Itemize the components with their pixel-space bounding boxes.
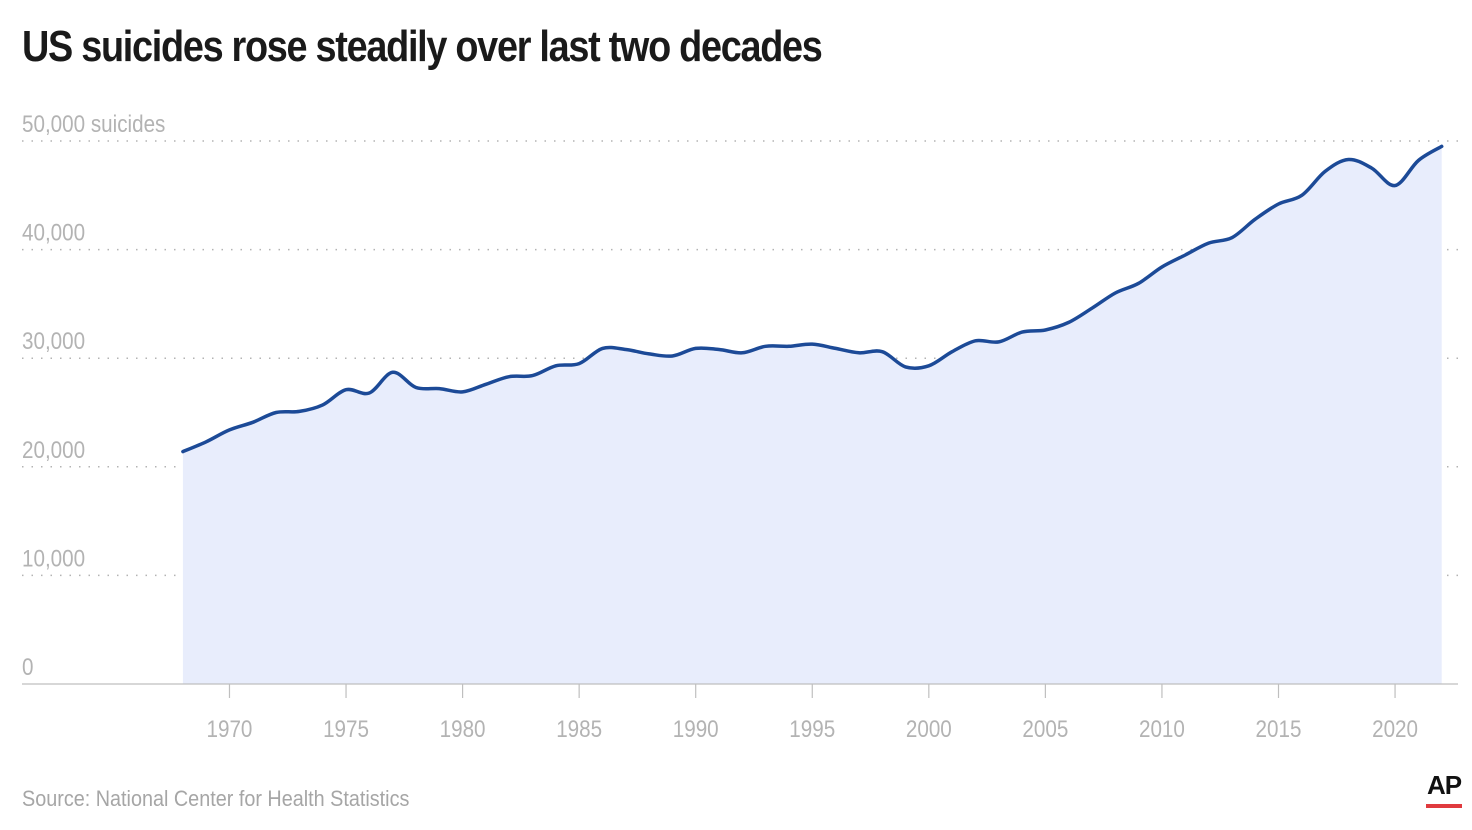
x-tick-label: 2020 xyxy=(1372,716,1418,743)
x-axis-labels: 1970 1975 1980 1985 1990 1995 2000 2005 2010 2015… xyxy=(207,716,1418,743)
y-axis-labels: 0 10,000 20,000 30,000 40,000 50,000 suicides xyxy=(22,111,165,681)
x-tick-label: 1995 xyxy=(789,716,835,743)
y-tick-label: 50,000 suicides xyxy=(22,111,165,138)
y-tick-label: 40,000 xyxy=(22,219,85,246)
x-tick-label: 2000 xyxy=(906,716,952,743)
x-tick-label: 1990 xyxy=(673,716,719,743)
ap-logo-text: AP xyxy=(1426,770,1462,800)
y-tick-label: 0 xyxy=(22,654,33,681)
x-tick-label: 1985 xyxy=(556,716,602,743)
x-tick-label: 1975 xyxy=(323,716,369,743)
x-tick-label: 1970 xyxy=(207,716,253,743)
ap-logo-bar xyxy=(1426,804,1462,808)
x-axis xyxy=(22,683,1458,698)
x-tick-label: 2005 xyxy=(1022,716,1068,743)
x-tick-label: 2010 xyxy=(1139,716,1185,743)
chart-title: US suicides rose steadily over last two … xyxy=(22,22,823,71)
y-tick-label: 30,000 xyxy=(22,328,85,355)
x-tick-label: 2015 xyxy=(1256,716,1302,743)
source-note: Source: National Center for Health Stati… xyxy=(22,786,410,811)
y-tick-label: 20,000 xyxy=(22,436,85,463)
area-fill xyxy=(182,146,1442,684)
x-tick-label: 1980 xyxy=(440,716,486,743)
ap-logo: AP xyxy=(1424,770,1464,810)
y-tick-label: 10,000 xyxy=(22,545,85,572)
series-line xyxy=(181,144,1444,454)
